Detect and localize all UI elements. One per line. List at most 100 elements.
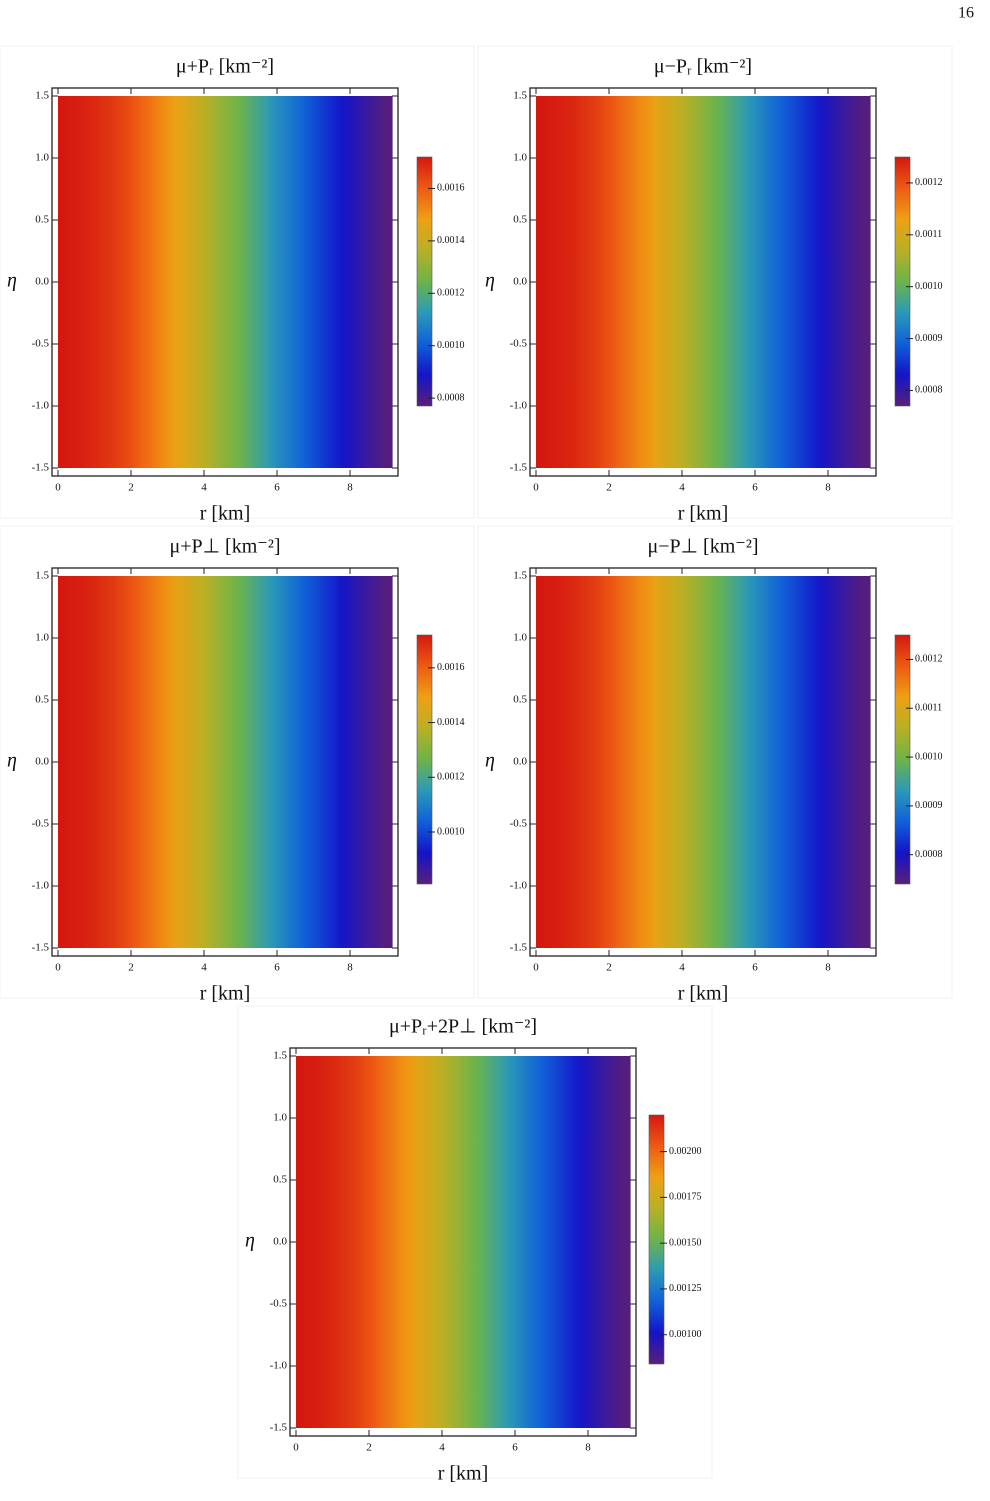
- colorbar-tick-label: 0.0009: [915, 333, 943, 344]
- heat-cell: [140, 576, 159, 948]
- x-tick-label: 4: [201, 962, 207, 974]
- heat-cell: [359, 1056, 379, 1428]
- colorbar: [894, 156, 911, 407]
- y-tick-label: 1.0: [35, 152, 49, 164]
- heat-cell: [323, 1056, 343, 1428]
- heat-cell: [599, 576, 619, 948]
- heat-cell: [103, 576, 123, 948]
- y-tick-label: 0.0: [35, 276, 49, 288]
- x-axis-label: r [km]: [678, 983, 729, 1005]
- heat-cell: [487, 1056, 507, 1428]
- page-number: 16: [958, 5, 974, 22]
- heat-cell: [85, 576, 105, 948]
- heat-cell: [764, 576, 783, 948]
- y-tick-label: -0.5: [32, 818, 50, 830]
- y-tick-label: 1.5: [35, 570, 49, 582]
- heat-cell: [103, 96, 123, 468]
- y-tick-label: 0.5: [35, 214, 49, 226]
- y-tick-label: 0.5: [513, 694, 527, 706]
- colorbar-tick-label: 0.0011: [915, 703, 942, 714]
- heat-cell: [536, 576, 546, 948]
- colorbar-tick-label: 0.0012: [437, 288, 465, 299]
- y-axis-label: η: [7, 270, 17, 292]
- heat-cell: [267, 96, 287, 468]
- heat-cell: [67, 96, 86, 468]
- x-tick-label: 6: [752, 962, 758, 974]
- heat-cell: [231, 576, 251, 948]
- heat-cell: [563, 96, 583, 468]
- x-tick-label: 0: [533, 482, 539, 494]
- heat-cell: [67, 576, 86, 948]
- colorbar-tick-label: 0.0010: [437, 826, 465, 837]
- heat-cell: [249, 96, 269, 468]
- heat-cell: [505, 1056, 525, 1428]
- y-tick-label: -0.5: [510, 338, 528, 350]
- x-tick-label: 4: [201, 482, 207, 494]
- colorbar-tick-label: 0.0008: [915, 849, 943, 860]
- heat-cell: [524, 1056, 543, 1428]
- x-tick-label: 8: [825, 962, 831, 974]
- y-tick-label: -1.0: [270, 1360, 288, 1372]
- x-tick-label: 2: [606, 482, 612, 494]
- y-axis-label: η: [7, 750, 17, 772]
- heat-cell: [745, 576, 765, 948]
- heat-cell: [304, 96, 324, 468]
- x-tick-label: 8: [347, 962, 353, 974]
- colorbar-tick-label: 0.00175: [669, 1192, 702, 1203]
- heat-cell: [545, 576, 564, 948]
- x-tick-label: 0: [55, 962, 61, 974]
- x-tick-label: 4: [679, 482, 685, 494]
- y-tick-label: 1.0: [35, 632, 49, 644]
- heat-cell: [231, 96, 251, 468]
- heat-cell: [818, 576, 838, 948]
- chart-title: μ+P⊥ [km⁻²]: [170, 536, 281, 558]
- x-tick-label: 2: [128, 482, 134, 494]
- y-axis-label: η: [485, 270, 495, 292]
- y-tick-label: -0.5: [270, 1298, 288, 1310]
- heat-cell: [396, 1056, 416, 1428]
- colorbar-tick-label: 0.0016: [437, 662, 465, 673]
- x-tick-label: 6: [752, 482, 758, 494]
- colorbar: [648, 1114, 665, 1365]
- y-axis-label: η: [245, 1230, 255, 1252]
- y-tick-label: -1.0: [510, 400, 528, 412]
- heat-cell: [545, 96, 564, 468]
- y-tick-label: 0.0: [513, 756, 527, 768]
- heat-cell: [58, 96, 68, 468]
- heat-cell: [709, 96, 729, 468]
- heat-cell: [800, 576, 820, 948]
- heat-cell: [140, 96, 159, 468]
- heat-cell: [359, 96, 378, 468]
- heat-cell: [654, 96, 674, 468]
- x-tick-label: 4: [439, 1442, 445, 1454]
- heat-cell: [855, 576, 871, 948]
- colorbar: [416, 634, 433, 885]
- heat-cell: [837, 576, 856, 948]
- heat-cell: [121, 96, 141, 468]
- heat-cell: [542, 1056, 562, 1428]
- heat-cell: [599, 96, 619, 468]
- heat-cell: [764, 96, 783, 468]
- x-tick-label: 8: [347, 482, 353, 494]
- x-tick-label: 2: [606, 962, 612, 974]
- heat-cell: [158, 576, 178, 948]
- y-tick-label: 0.0: [513, 276, 527, 288]
- heat-cell: [267, 576, 287, 948]
- y-tick-label: -1.5: [510, 462, 528, 474]
- heat-cell: [322, 576, 342, 948]
- colorbar: [416, 156, 433, 407]
- colorbar-tick-label: 0.0010: [437, 340, 465, 351]
- y-tick-label: 1.0: [513, 152, 527, 164]
- x-tick-label: 8: [585, 1442, 591, 1454]
- y-tick-label: -1.0: [510, 880, 528, 892]
- heat-cell: [378, 1056, 397, 1428]
- heat-cell: [249, 576, 269, 948]
- heat-cell: [709, 576, 729, 948]
- x-axis-label: r [km]: [438, 1463, 489, 1485]
- colorbar-tick-label: 0.00200: [669, 1146, 702, 1157]
- heat-cell: [636, 96, 656, 468]
- x-axis-label: r [km]: [200, 503, 251, 525]
- heat-cell: [560, 1056, 580, 1428]
- x-axis-label: r [km]: [678, 503, 729, 525]
